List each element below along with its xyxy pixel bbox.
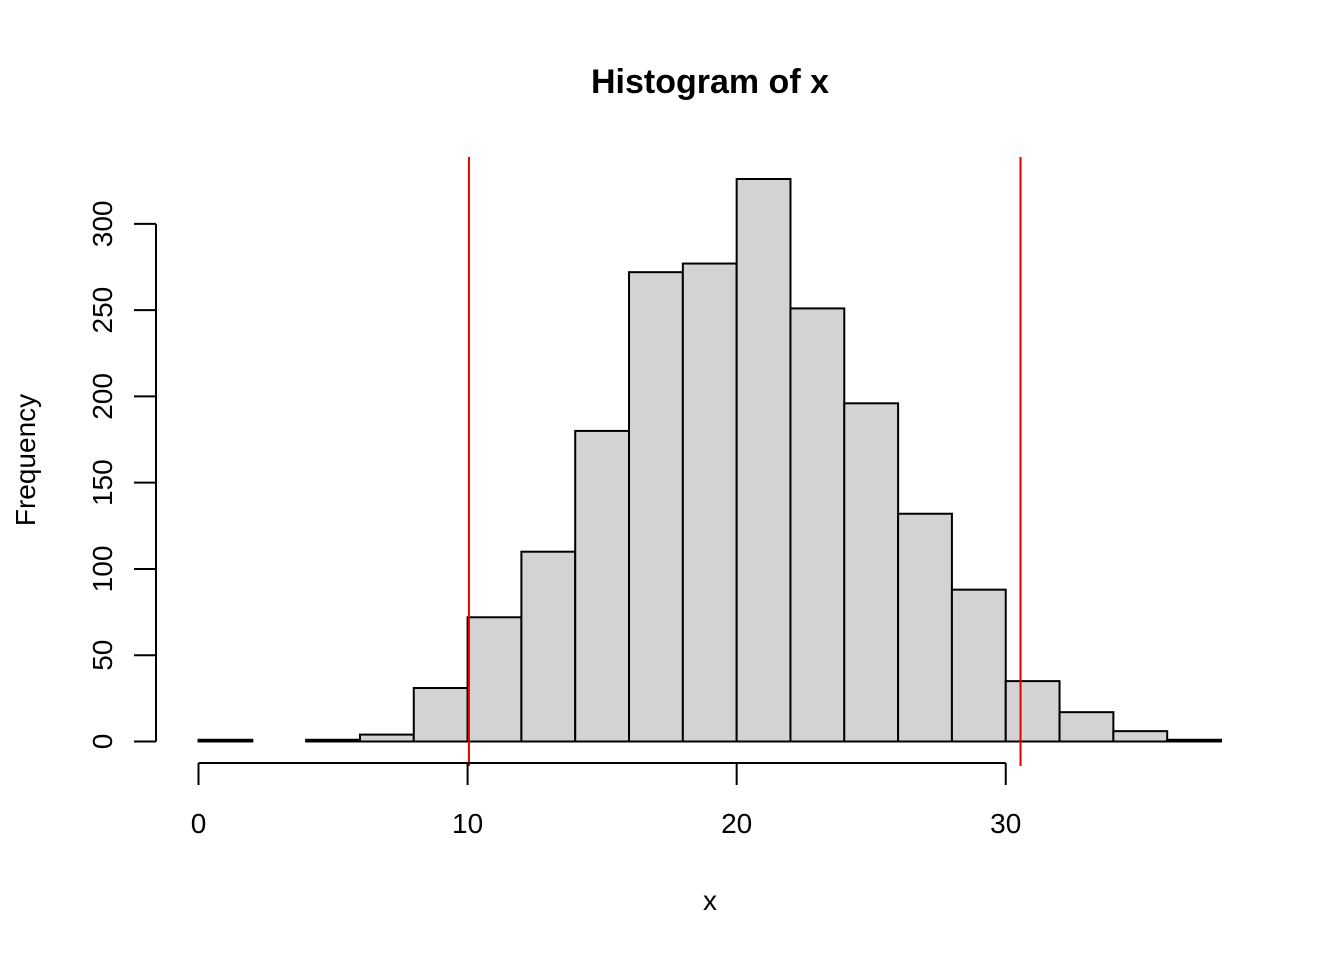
histogram-bar: [305, 738, 361, 743]
y-axis-label: Frequency: [10, 394, 41, 526]
x-tick-label: 30: [990, 808, 1021, 839]
histogram-bar: [681, 262, 738, 743]
y-tick-label: 50: [87, 640, 118, 671]
x-tick-label: 0: [191, 808, 207, 839]
y-tick-label: 150: [87, 459, 118, 506]
bars-group: [197, 178, 1222, 743]
histogram-bar: [950, 588, 1007, 743]
y-tick-label: 100: [87, 546, 118, 593]
y-tick-label: 200: [87, 373, 118, 420]
y-axis: 0 50 100 150 200 250 300: [87, 201, 157, 750]
histogram-bar: [358, 733, 415, 743]
histogram-bar: [1004, 680, 1061, 743]
histogram-bar: [466, 616, 523, 743]
reference-lines-group: [467, 157, 1022, 766]
y-tick-label: 300: [87, 201, 118, 248]
histogram-bar: [789, 307, 846, 743]
histogram-bar: [1166, 738, 1222, 743]
histogram-bar: [1112, 730, 1169, 743]
histogram-bar: [412, 687, 469, 743]
histogram-bar: [1058, 711, 1115, 743]
histogram-bar: [520, 550, 577, 743]
x-axis: 0 10 20 30: [191, 762, 1021, 839]
histogram-bar: [843, 402, 900, 743]
y-tick-label: 250: [87, 287, 118, 334]
x-tick-label: 20: [721, 808, 752, 839]
histogram-bar: [628, 271, 684, 743]
histogram-bar: [574, 429, 631, 743]
histogram-bar: [197, 738, 254, 743]
y-tick-label: 0: [87, 734, 118, 750]
histogram-bar: [735, 178, 792, 743]
x-tick-label: 10: [452, 808, 483, 839]
histogram-bar: [897, 512, 953, 743]
chart-title: Histogram of x: [591, 63, 829, 101]
x-axis-label: x: [703, 885, 717, 916]
